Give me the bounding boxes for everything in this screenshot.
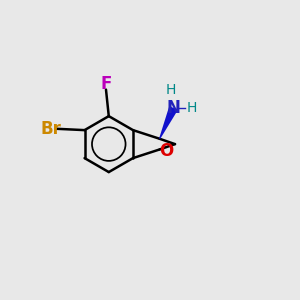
- Text: F: F: [100, 75, 112, 93]
- Text: N: N: [167, 99, 181, 117]
- Text: O: O: [159, 142, 173, 160]
- Polygon shape: [159, 106, 178, 139]
- Text: Br: Br: [40, 120, 61, 138]
- Text: H: H: [166, 83, 176, 97]
- Text: H: H: [187, 101, 197, 115]
